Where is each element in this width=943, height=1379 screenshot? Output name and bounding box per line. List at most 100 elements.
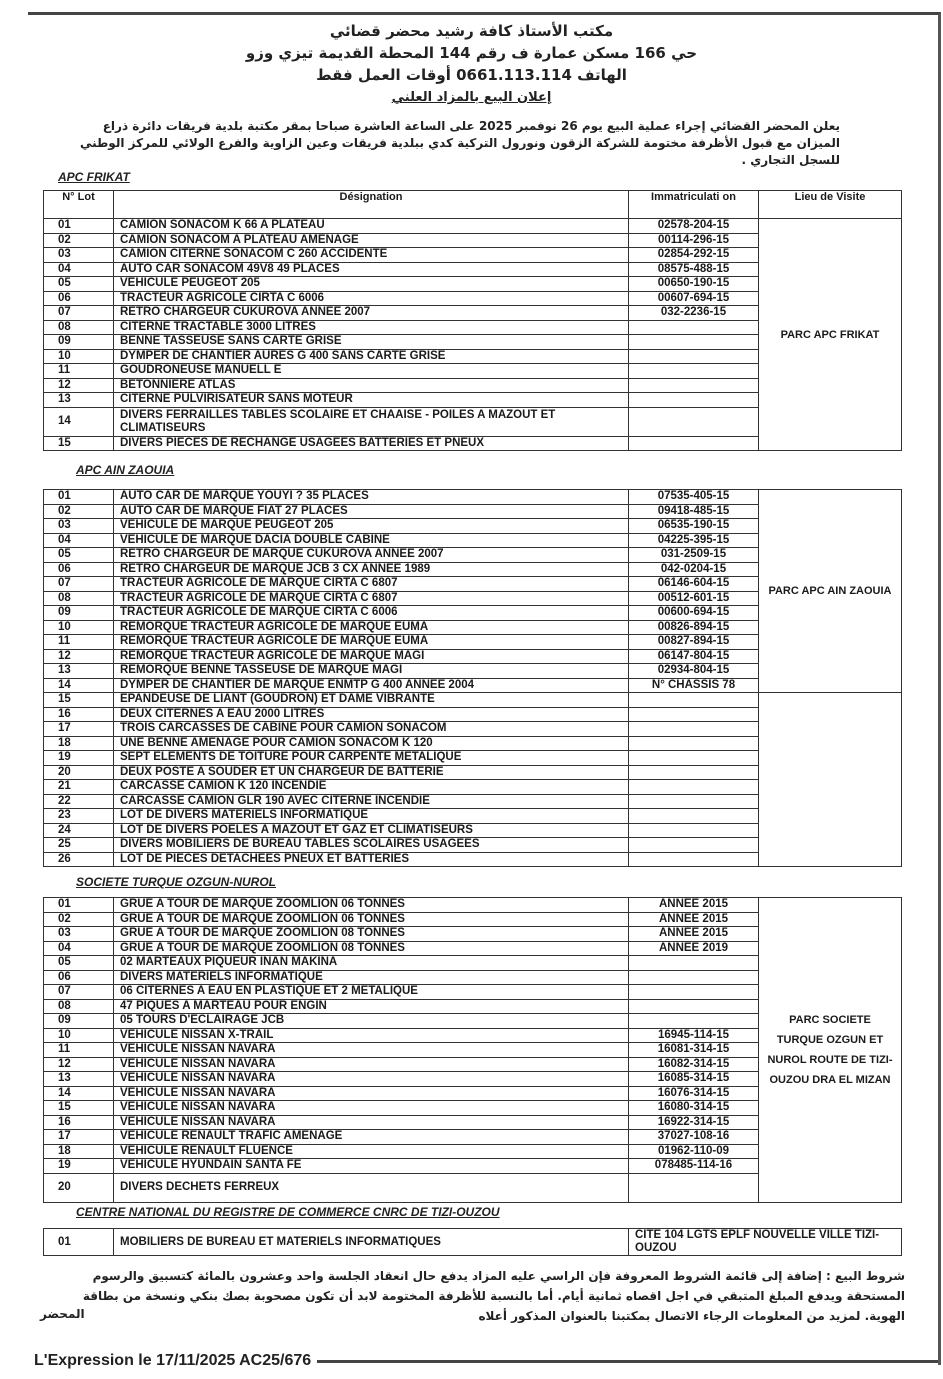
lot-immatriculation [628,1013,759,1029]
lot-designation: RETRO CHARGEUR DE MARQUE CUKUROVA ANNEE … [113,547,629,563]
lot-designation: REMORQUE TRACTEUR AGRICOLE DE MARQUE EUM… [113,619,629,635]
lot-number: 13 [43,663,114,679]
lot-designation: DIVERS PIECES DE RECHANGE USAGEES BATTER… [113,435,629,451]
lot-number: 17 [43,721,114,737]
lots-table-ain-zaouia: 01 AUTO CAR DE MARQUE YOUYI ? 35 PLACES 07… [43,489,902,867]
lot-number: 01 [43,489,114,505]
lot-designation: TRACTEUR AGRICOLE DE MARQUE CIRTA C 6807 [113,576,629,592]
lot-designation: TRACTEUR AGRICOLE DE MARQUE CIRTA C 6807 [113,590,629,606]
lot-number: 19 [43,750,114,766]
table-header-row: N° Lot Désignation Immatriculati on Lieu de… [43,190,902,219]
lot-immatriculation [628,721,759,737]
lot-number: 17 [43,1129,114,1145]
lot-designation: 06 CITERNES A EAU EN PLASTIQUE ET 2 META… [113,984,629,1000]
lot-number: 08 [43,319,114,335]
lot-designation: DEUX POSTE A SOUDER ET UN CHARGEUR DE BA… [113,764,629,780]
lot-location: CITE 104 LGTS EPLF NOUVELLE VILLE TIZI-O… [627,1228,903,1256]
lot-number: 01 [43,1228,114,1256]
lot-designation: TRACTEUR AGRICOLE CIRTA C 6006 [113,290,629,306]
lot-designation: DYMPER DE CHANTIER AURES G 400 SANS CART… [113,348,629,364]
lot-immatriculation [628,348,759,364]
lot-immatriculation [628,779,759,795]
lot-number: 11 [43,363,114,379]
lot-number: 11 [43,634,114,650]
lot-immatriculation: 02934-804-15 [628,663,759,679]
lot-immatriculation: ANNEE 2015 [628,897,759,913]
lot-designation: GRUE A TOUR DE MARQUE ZOOMLION 06 TONNES [113,897,629,913]
lot-immatriculation [628,851,759,867]
lot-designation: AUTO CAR DE MARQUE YOUYI ? 35 PLACES [113,489,629,505]
lot-immatriculation: ANNEE 2019 [628,940,759,956]
lot-designation: MOBILIERS DE BUREAU ET MATERIELS INFORMA… [113,1228,629,1256]
lot-number: 10 [43,1027,114,1043]
lot-number: 05 [43,276,114,292]
table-row: 20 DIVERS DECHETS FERREUX [43,1172,902,1203]
lot-immatriculation: 37027-108-16 [628,1129,759,1145]
lot-immatriculation: 00826-894-15 [628,619,759,635]
table-row: 07 TRACTEUR AGRICOLE DE MARQUE CIRTA C 68… [43,576,902,592]
lot-number: 13 [43,392,114,408]
lot-number: 04 [43,940,114,956]
lot-immatriculation [628,764,759,780]
lot-designation: RETRO CHARGEUR DE MARQUE JCB 3 CX ANNEE … [113,561,629,577]
lot-number: 10 [43,619,114,635]
lot-immatriculation [628,808,759,824]
table-row: 17 TROIS CARCASSES DE CABINE POUR CAMION … [43,721,902,737]
lot-number: 10 [43,348,114,364]
table-row: 04 AUTO CAR SONACOM 49V8 49 PLACES 08575-4… [43,261,902,277]
lot-designation: EPANDEUSE DE LIANT (GOUDRON) ET DAME VIB… [113,692,629,708]
lot-number: 07 [43,576,114,592]
lot-number: 06 [43,290,114,306]
lot-designation: CAMION CITERNE SONACOM C 260 ACCIDENTE [113,247,629,263]
lot-immatriculation: 00512-601-15 [628,590,759,606]
lot-number: 14 [43,677,114,693]
lot-number: 26 [43,851,114,867]
lot-immatriculation: 16922-314-15 [628,1114,759,1130]
lot-immatriculation: 00600-694-15 [628,605,759,621]
lot-immatriculation [628,334,759,350]
lieu-de-visite: PARC APC AIN ZAOUIA [758,489,902,693]
lot-immatriculation: ANNEE 2015 [628,926,759,942]
section-title-cnrc: CENTRE NATIONAL DU REGISTRE DE COMMERCE … [76,1205,500,1219]
lot-number: 06 [43,561,114,577]
table-row: 03 VEHICULE DE MARQUE PEUGEOT 205 06535-19… [43,518,902,534]
lot-immatriculation [628,955,759,971]
lieu-de-visite: PARC APC FRIKAT [758,218,902,451]
header-designation: Désignation [113,190,629,219]
table-row: 13 VEHICULE NISSAN NAVARA 16085-314-15 [43,1071,902,1087]
lot-immatriculation [628,392,759,408]
lot-number: 06 [43,969,114,985]
lot-designation: VEHICULE NISSAN NAVARA [113,1042,629,1058]
lot-immatriculation: 16080-314-15 [628,1100,759,1116]
lot-immatriculation: 02578-204-15 [628,218,759,234]
lot-designation: LOT DE DIVERS POELES A MAZOUT ET GAZ ET … [113,822,629,838]
lots-table-cnrc: 01 MOBILIERS DE BUREAU ET MATERIELS INFOR… [43,1228,903,1256]
lot-number: 12 [43,1056,114,1072]
table-row: 23 LOT DE DIVERS MATERIELS INFORMATIQUE [43,808,902,824]
lot-immatriculation [628,406,759,437]
lot-number: 20 [43,1172,114,1203]
lot-number: 11 [43,1042,114,1058]
lot-immatriculation [628,822,759,838]
lot-immatriculation: 06147-804-15 [628,648,759,664]
table-row: 01 GRUE A TOUR DE MARQUE ZOOMLION 06 TONN… [43,897,902,1203]
table-row: 26 LOT DE PIECES DETACHEES PNEUX ET BATTE… [43,851,902,867]
footer-divider [28,1360,938,1363]
table-row: 06 DIVERS MATERIELS INFORMATIQUE [43,969,902,985]
lot-immatriculation: 042-0204-15 [628,561,759,577]
lot-designation: LOT DE DIVERS MATERIELS INFORMATIQUE [113,808,629,824]
table-row: 10 VEHICULE NISSAN X-TRAIL 16945-114-15 [43,1027,902,1043]
lot-designation: LOT DE PIECES DETACHEES PNEUX ET BATTERI… [113,851,629,867]
lot-designation: DIVERS FERRAILLES TABLES SCOLAIRE ET CHA… [113,406,629,437]
lot-immatriculation: 06146-604-15 [628,576,759,592]
lot-designation: BETONNIERE ATLAS [113,377,629,393]
lot-number: 05 [43,955,114,971]
table-row: 03 CAMION CITERNE SONACOM C 260 ACCIDENTE… [43,247,902,263]
lot-designation: DIVERS DECHETS FERREUX [113,1172,629,1203]
lot-immatriculation [628,435,759,451]
table-row: 18 UNE BENNE AMENAGE POUR CAMION SONACOM … [43,735,902,751]
office-address: حي 166 مسكن عمارة ف رقم 144 المحطة القدي… [245,44,698,62]
table-row: 11 GOUDRONEUSE MANUELL E [43,363,902,379]
table-row: 08 47 PIQUES A MARTEAU POUR ENGIN [43,998,902,1014]
lot-number: 21 [43,779,114,795]
